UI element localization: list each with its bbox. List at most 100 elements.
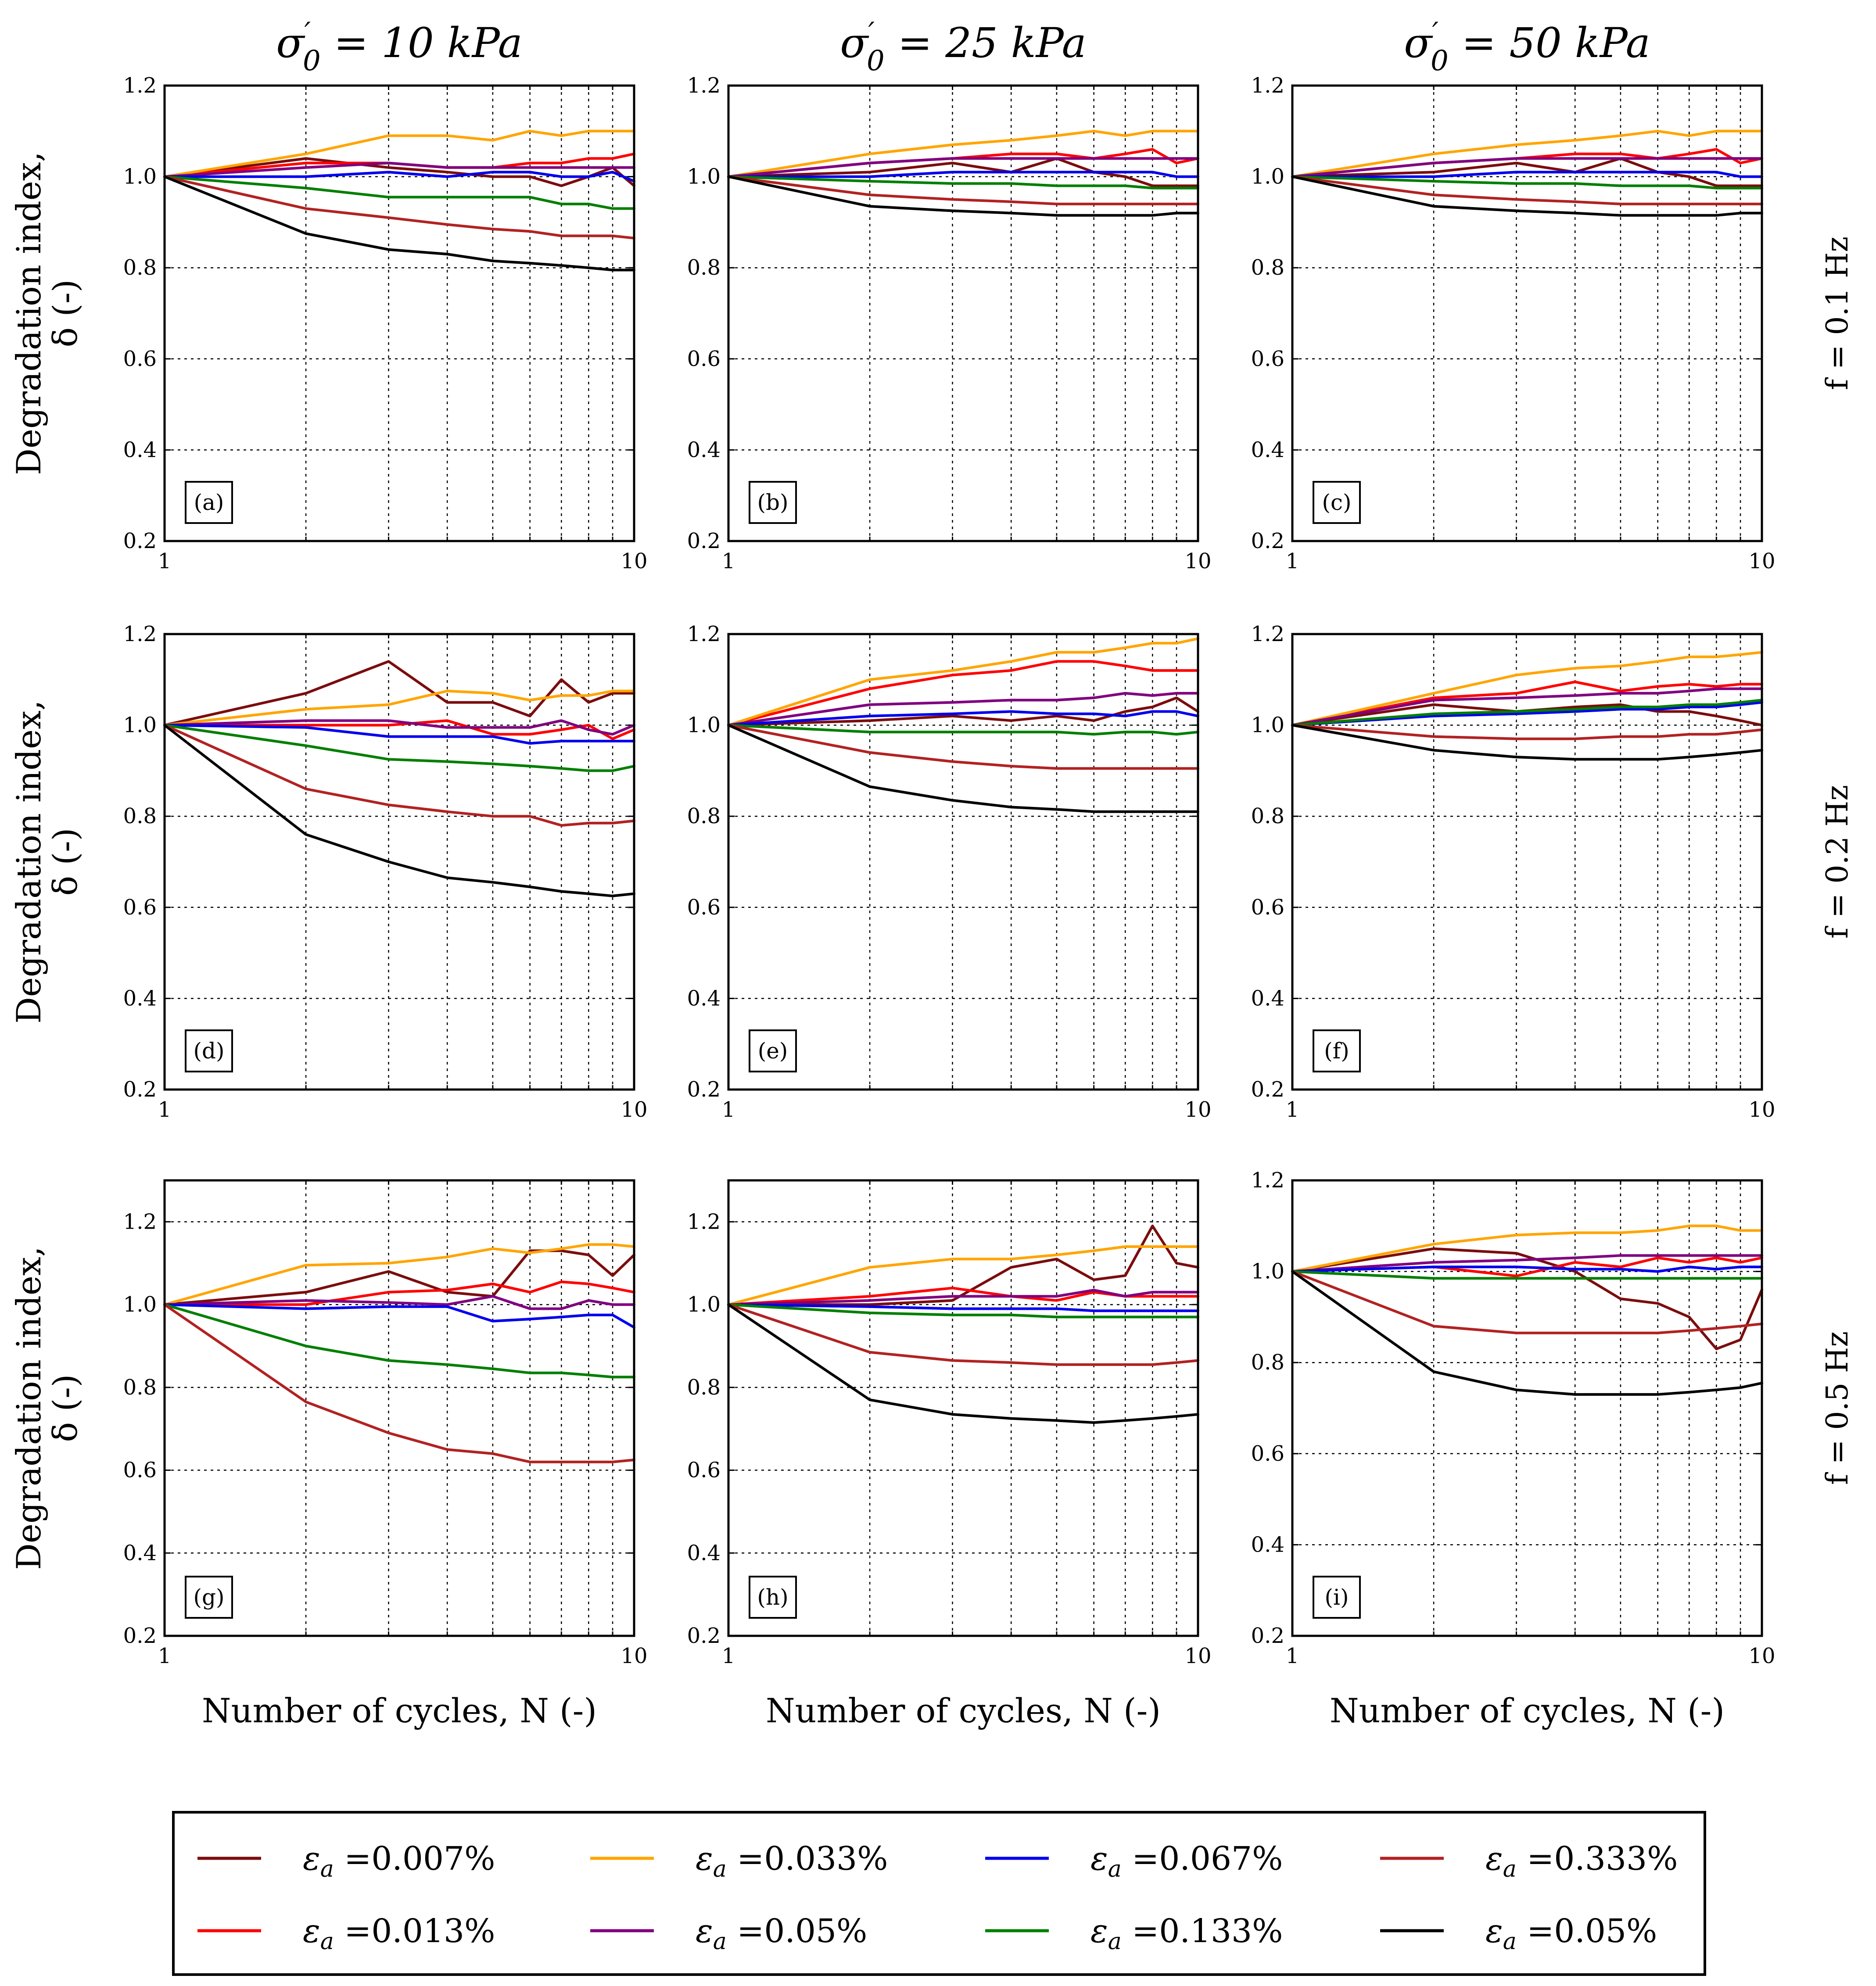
- panel-label: (d): [193, 1038, 224, 1064]
- x-tick-label: 1: [1286, 1644, 1299, 1668]
- y-tick-label: 0.2: [687, 1624, 721, 1648]
- y-tick-label: 0.4: [1251, 986, 1284, 1011]
- column-title: σ′ 0 = 25 kPa: [840, 17, 1086, 77]
- y-tick-label: 0.6: [687, 347, 721, 371]
- series-line-a-0-033: [1291, 1224, 1763, 1273]
- y-tick-label: 1.2: [123, 622, 157, 646]
- chart-panel-i: 0.2 0.4 0.6 0.8 1.0 1.2 1 10 (i): [1251, 1168, 1776, 1668]
- legend-box: [172, 1811, 1706, 1976]
- series-line-a-0-013: [727, 660, 1199, 727]
- y-axis-title: Degradation index,: [9, 1246, 48, 1570]
- series-line-a-0-013: [1291, 1256, 1763, 1277]
- row-title: f = 0.1 Hz: [1820, 237, 1855, 390]
- column-title: σ′ 0 = 50 kPa: [1404, 17, 1650, 77]
- series-line-a-0-05: [1291, 687, 1763, 727]
- x-tick-label: 1: [1286, 1097, 1299, 1122]
- y-tick-label: 1.2: [687, 73, 721, 98]
- series-line-a-0-067: [163, 724, 635, 745]
- y-tick-label: 0.8: [1251, 255, 1284, 280]
- series-line-a-0-067: [727, 1303, 1199, 1312]
- series-line-a-0-033: [1291, 129, 1763, 178]
- chart-panel-f: 0.2 0.4 0.6 0.8 1.0 1.2 1 10 (f): [1251, 622, 1776, 1122]
- chart-panel-e: 0.2 0.4 0.6 0.8 1.0 1.2 1 10 (e): [687, 622, 1212, 1122]
- y-tick-label: 0.4: [123, 1541, 157, 1565]
- series-line-a-0-333: [1291, 175, 1763, 205]
- y-tick-label: 0.8: [687, 255, 721, 280]
- y-tick-label: 0.8: [687, 1375, 721, 1400]
- series-line-a-0-033: [163, 689, 635, 727]
- row-title: f = 0.5 Hz: [1820, 1331, 1855, 1485]
- series-line-a-0-133: [163, 1303, 635, 1379]
- y-tick-label: 0.8: [123, 804, 157, 828]
- y-tick-label: 1.2: [1251, 73, 1284, 98]
- y-tick-label: 0.4: [687, 437, 721, 462]
- panel-label-box: [1313, 1029, 1361, 1072]
- panel-label: (i): [1324, 1584, 1349, 1610]
- y-tick-label: 0.8: [687, 804, 721, 828]
- axes-frame: [163, 633, 635, 1091]
- series-line-a-0-05: [727, 1289, 1199, 1306]
- plot-area: [728, 634, 1198, 1090]
- y-tick-label: 1.0: [687, 165, 721, 189]
- plot-area: [728, 1180, 1198, 1636]
- series-line-a-0-067: [163, 1303, 635, 1329]
- panel-label: (b): [757, 490, 788, 515]
- x-axis-title: Number of cycles, N (-): [202, 1691, 597, 1730]
- x-tick-label: 10: [1184, 1644, 1211, 1668]
- panels-group: 0.2 0.4 0.6 0.8 1.0 1.2 1 10 (a) 0.2 0.4 0.6 0.8 1.0 1…: [123, 73, 1776, 1668]
- series-line-a-0-033: [163, 129, 635, 178]
- series-line-a-0-013: [727, 1287, 1199, 1306]
- x-tick-label: 10: [1184, 1097, 1211, 1122]
- series-line-a-0-067: [1291, 1265, 1763, 1273]
- y-tick-label: 1.2: [123, 73, 157, 98]
- panel-label-box: [749, 481, 797, 524]
- panel-label-box: [185, 1576, 233, 1619]
- x-tick-label: 1: [722, 549, 735, 574]
- y-tick-label: 0.2: [687, 529, 721, 553]
- legend-label: εa =0.133%: [1090, 1912, 1283, 1955]
- x-tick-label: 10: [1184, 549, 1211, 574]
- y-axis-title: Degradation index,: [9, 151, 48, 475]
- series-line-a-0-05-2: [163, 175, 635, 272]
- series-line-a-0-05-2: [163, 724, 635, 897]
- y-tick-label: 1.0: [687, 713, 721, 738]
- y-tick-label: 1.2: [687, 1209, 721, 1234]
- x-tick-label: 10: [621, 1097, 647, 1122]
- plot-area: [165, 1180, 634, 1636]
- series-line-a-0-013: [1291, 681, 1763, 727]
- x-tick-label: 1: [158, 549, 172, 574]
- y-tick-label: 0.6: [1251, 895, 1284, 920]
- panel-label: (e): [758, 1038, 788, 1064]
- legend: εa =0.007% εa =0.033% εa =0.067% εa =0.333%…: [172, 1811, 1706, 1976]
- axes-frame: [163, 84, 635, 542]
- series-line-a-0-05: [727, 692, 1199, 727]
- series-line-a-0-05: [727, 157, 1199, 178]
- series-line-a-0-333: [163, 1303, 635, 1463]
- y-tick-label: 1.0: [123, 165, 157, 189]
- panel-label-box: [185, 481, 233, 524]
- x-tick-label: 1: [722, 1644, 735, 1668]
- series-line-a-0-333: [1291, 724, 1763, 740]
- x-axis-title: Number of cycles, N (-): [766, 1691, 1161, 1730]
- y-tick-label: 1.2: [1251, 622, 1284, 646]
- series-line-a-0-05-2: [1291, 724, 1763, 761]
- panel-label-box: [1313, 1576, 1361, 1619]
- plot-area: [1292, 86, 1762, 541]
- y-tick-label: 0.6: [1251, 347, 1284, 371]
- y-tick-label: 0.2: [1251, 529, 1284, 553]
- series-line-a-0-05-2: [1291, 1270, 1763, 1396]
- y-tick-label: 0.6: [1251, 1441, 1284, 1466]
- series-line-a-0-05-2: [727, 175, 1199, 217]
- y-tick-label: 0.2: [687, 1077, 721, 1102]
- y-tick-label: 0.8: [123, 1375, 157, 1400]
- series-line-a-0-067: [163, 171, 635, 183]
- axes-frame: [727, 84, 1199, 542]
- series-line-a-0-333: [1291, 1270, 1763, 1334]
- panel-label-box: [749, 1576, 797, 1619]
- series-line-a-0-333: [727, 175, 1199, 205]
- panel-label: (c): [1322, 490, 1351, 515]
- series-line-a-0-007: [163, 1249, 635, 1306]
- y-tick-label: 1.0: [123, 1292, 157, 1317]
- y-axis-title: δ (-): [46, 1374, 85, 1442]
